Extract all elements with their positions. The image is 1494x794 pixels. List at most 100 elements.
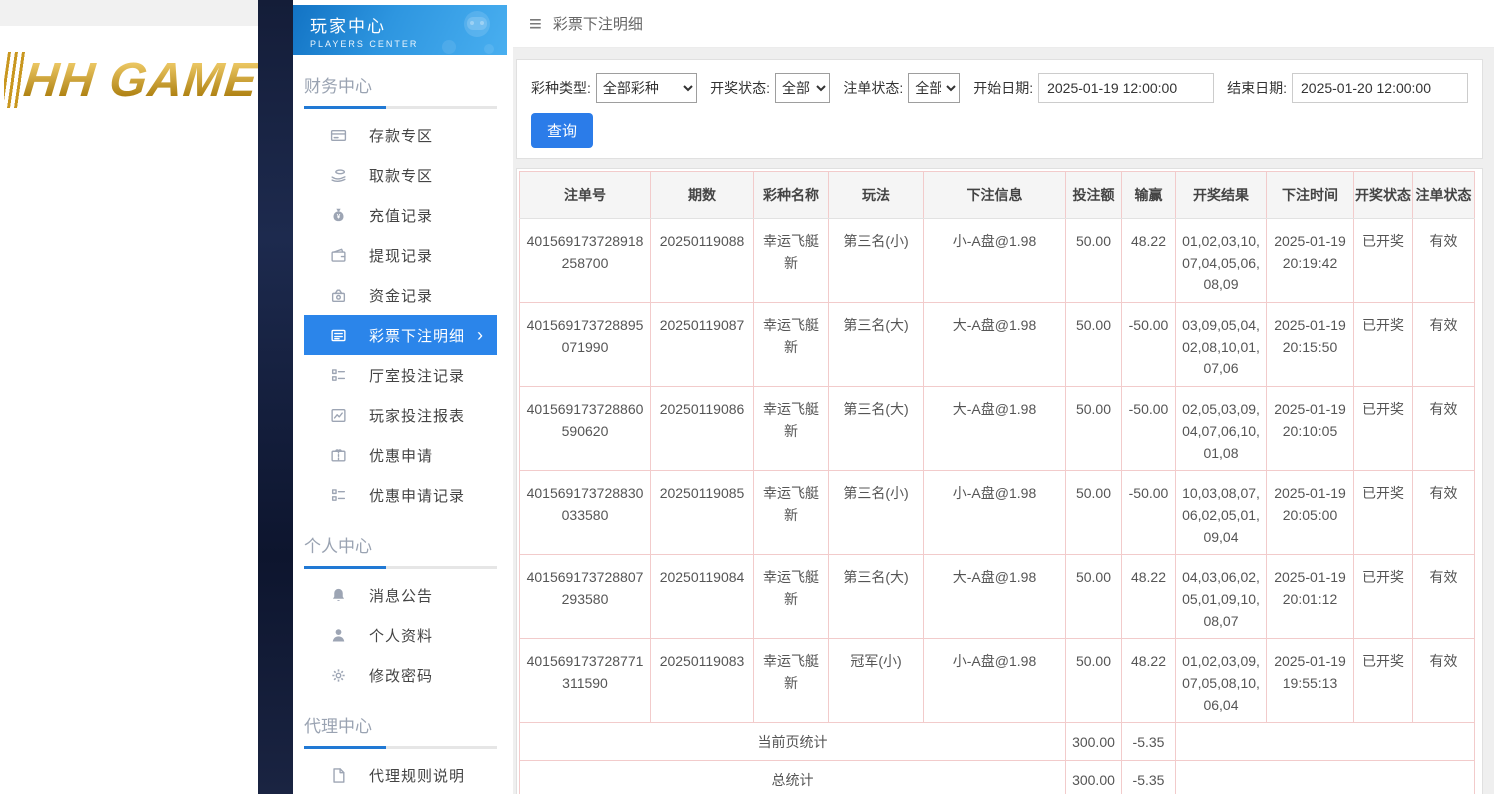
- lottery-type-select[interactable]: 全部彩种: [595, 73, 698, 103]
- sidebar-item-promo-apply[interactable]: 优惠申请: [304, 435, 497, 475]
- table-cell: 50.00: [1065, 554, 1122, 640]
- withdraw-hand-icon: [330, 167, 347, 184]
- menu-toggle-icon[interactable]: ≡: [529, 10, 542, 36]
- summary-row: 当前页统计 300.00 -5.35: [519, 722, 1475, 762]
- table-cell: 大-A盘@1.98: [923, 302, 1066, 388]
- top-strip: [0, 0, 258, 26]
- sidebar-item-document[interactable]: 代理规则说明: [304, 755, 497, 794]
- table-cell: 50.00: [1065, 386, 1122, 472]
- sidebar-item-label: 存款专区: [369, 127, 434, 145]
- funds-record-icon: [330, 287, 347, 304]
- sidebar-item-label: 个人资料: [369, 627, 434, 645]
- promo-apply-icon: [330, 447, 347, 464]
- main-area: ≡ 彩票下注明细 彩种类型: 全部彩种 开奖状态: 全部 注单状态: 全部 开始…: [513, 0, 1494, 794]
- table-cell: 401569173728807293580: [519, 554, 651, 640]
- chevron-right-icon: ›: [477, 325, 483, 345]
- gamepad-icon: [442, 11, 494, 54]
- players-center-subtitle: PLAYERS CENTER: [310, 39, 419, 49]
- bet-table-panel: 注单号 期数 彩种名称 玩法 下注信息 投注额 输赢 开奖结果 下注时间 开奖状态 注单状态 401…: [516, 168, 1483, 794]
- bet-list-icon: [330, 327, 347, 344]
- report-chart-icon: [330, 407, 347, 424]
- table-cell: 第三名(小): [828, 470, 924, 556]
- sidebar-item-label: 充值记录: [369, 207, 434, 225]
- brand-logo: HH GAME: [4, 52, 258, 108]
- sidebar-item-label: 修改密码: [369, 667, 434, 685]
- sidebar-item-gear[interactable]: 修改密码: [304, 655, 497, 695]
- table-cell: 401569173728771311590: [519, 638, 651, 724]
- summary-bet-total: 300.00: [1065, 722, 1122, 762]
- sidebar-item-bet-list[interactable]: 彩票下注明细 ›: [304, 315, 497, 355]
- column-header: 开奖结果: [1175, 171, 1267, 219]
- sidebar-item-label: 提现记录: [369, 247, 434, 265]
- table-cell: 20250119085: [650, 470, 754, 556]
- table-cell: 50.00: [1065, 470, 1122, 556]
- sidebar-section-title: 财务中心: [304, 77, 372, 96]
- table-cell: 幸运飞艇新: [753, 302, 829, 388]
- table-cell: 20250119087: [650, 302, 754, 388]
- bell-icon: [330, 587, 347, 604]
- hall-record-icon: [330, 367, 347, 384]
- gear-icon: [330, 667, 347, 684]
- column-header: 下注时间: [1266, 171, 1354, 219]
- summary-bet-total: 300.00: [1065, 760, 1122, 794]
- table-cell: 已开奖: [1353, 470, 1413, 556]
- sidebar-item-hall-record[interactable]: 厅室投注记录: [304, 355, 497, 395]
- table-cell: 有效: [1412, 470, 1475, 556]
- table-cell: 50.00: [1065, 638, 1122, 724]
- column-header: 下注信息: [923, 171, 1066, 219]
- table-cell: 48.22: [1121, 554, 1176, 640]
- sidebar-item-person[interactable]: 个人资料: [304, 615, 497, 655]
- draw-status-select[interactable]: 全部: [775, 73, 831, 103]
- sidebar-item-money-bag[interactable]: ¥ 充值记录: [304, 195, 497, 235]
- sidebar-item-withdraw-hand[interactable]: 取款专区: [304, 155, 497, 195]
- table-cell: 2025-01-19 20:15:50: [1266, 302, 1354, 388]
- sidebar-item-report-chart[interactable]: 玩家投注报表: [304, 395, 497, 435]
- sidebar-section-title: 代理中心: [304, 717, 372, 736]
- table-cell: 01,02,03,10,07,04,05,06,08,09: [1175, 217, 1267, 304]
- draw-status-label: 开奖状态:: [710, 80, 771, 96]
- sidebar-item-deposit-card[interactable]: 存款专区: [304, 115, 497, 155]
- table-row: 401569173728860590620 20250119086 幸运飞艇新 第三名…: [519, 386, 1475, 472]
- table-cell: 20250119088: [650, 217, 754, 304]
- table-cell: 50.00: [1065, 217, 1122, 304]
- table-cell: 已开奖: [1353, 302, 1413, 388]
- sidebar-item-bell[interactable]: 消息公告: [304, 575, 497, 615]
- section-underline: [304, 106, 497, 109]
- page-title: 彩票下注明细: [552, 16, 643, 33]
- table-cell: 02,05,03,09,04,07,06,10,01,08: [1175, 386, 1267, 472]
- wallet-icon: [330, 247, 347, 264]
- table-cell: 第三名(大): [828, 554, 924, 640]
- table-cell: 有效: [1412, 638, 1475, 724]
- sidebar-item-wallet[interactable]: 提现记录: [304, 235, 497, 275]
- table-cell: -50.00: [1121, 470, 1176, 556]
- table-cell: 01,02,03,09,07,05,08,10,06,04: [1175, 638, 1267, 724]
- sidebar-item-funds-record[interactable]: 资金记录: [304, 275, 497, 315]
- summary-empty: [1175, 760, 1475, 794]
- filter-panel: 彩种类型: 全部彩种 开奖状态: 全部 注单状态: 全部 开始日期: 结束日期:…: [516, 59, 1483, 159]
- table-cell: 小-A盘@1.98: [923, 217, 1066, 304]
- table-cell: 2025-01-19 20:19:42: [1266, 217, 1354, 304]
- sidebar-item-label: 代理规则说明: [369, 767, 466, 785]
- table-cell: 48.22: [1121, 638, 1176, 724]
- logo-pane: HH GAME: [0, 0, 258, 794]
- summary-win-loss: -5.35: [1121, 722, 1176, 762]
- sidebar-item-promo-record[interactable]: 优惠申请记录: [304, 475, 497, 515]
- order-status-select[interactable]: 全部: [908, 73, 961, 103]
- summary-label: 当前页统计: [519, 722, 1066, 762]
- sidebar: 玩家中心 PLAYERS CENTER 财务中心 存款专区 取款专区 ¥ 充值记录 提现记…: [293, 0, 513, 794]
- sidebar-section-title: 个人中心: [304, 537, 372, 556]
- column-header: 开奖状态: [1353, 171, 1413, 219]
- document-icon: [330, 767, 347, 784]
- table-cell: 401569173728860590620: [519, 386, 651, 472]
- sidebar-item-label: 资金记录: [369, 287, 434, 305]
- table-cell: 已开奖: [1353, 638, 1413, 724]
- end-date-input[interactable]: [1292, 73, 1468, 103]
- table-cell: 03,09,05,04,02,08,10,01,07,06: [1175, 302, 1267, 388]
- sidebar-item-label: 优惠申请记录: [369, 487, 466, 505]
- search-button[interactable]: 查询: [531, 113, 594, 148]
- column-header: 彩种名称: [753, 171, 829, 219]
- start-date-input[interactable]: [1038, 73, 1215, 103]
- logo-text: HH GAME: [21, 53, 258, 108]
- bet-table-header-row: 注单号 期数 彩种名称 玩法 下注信息 投注额 输赢 开奖结果 下注时间 开奖状态 注单状态: [519, 171, 1475, 219]
- summary-empty: [1175, 722, 1475, 762]
